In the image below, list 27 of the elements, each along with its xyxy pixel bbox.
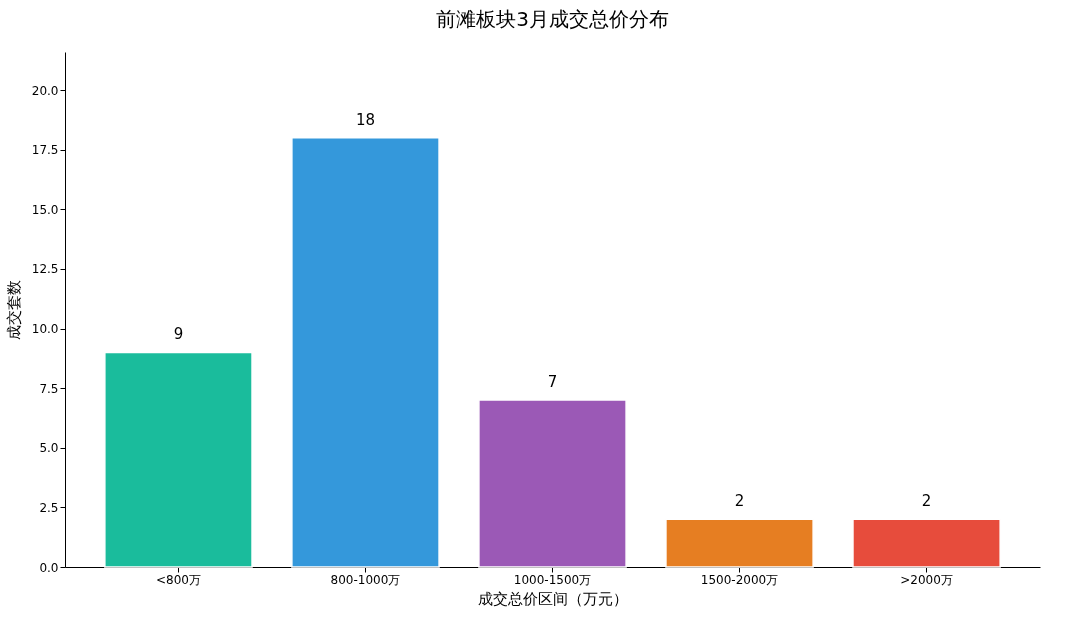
y-tick-label: 12.5 — [31, 262, 59, 277]
data-label: 2 — [734, 492, 745, 511]
y-tick-label: 10.0 — [31, 322, 59, 337]
y-tick-label: 0.0 — [39, 560, 59, 575]
y-tick-label: 5.0 — [39, 441, 59, 456]
bar — [665, 518, 814, 568]
data-label: 18 — [355, 110, 376, 129]
x-tick-label: 800-1000万 — [330, 572, 401, 587]
x-tick-label: 1500-2000万 — [700, 572, 779, 587]
bar — [291, 137, 440, 568]
y-tick-label: 15.0 — [31, 202, 59, 217]
data-label: 2 — [921, 492, 932, 511]
y-axis-title: 成交套数 — [4, 280, 23, 340]
x-axis-title: 成交总价区间（万元） — [478, 589, 628, 608]
x-tick-label: 1000-1500万 — [513, 572, 592, 587]
bar — [478, 399, 627, 568]
y-tick-label: 17.5 — [31, 143, 59, 158]
x-tick-label: <800万 — [155, 572, 201, 587]
y-tick-label: 2.5 — [39, 500, 59, 515]
bar — [852, 518, 1001, 568]
data-label: 7 — [547, 373, 558, 392]
y-tick-label: 20.0 — [31, 83, 59, 98]
x-tick-label: >2000万 — [900, 572, 953, 587]
y-tick-label: 7.5 — [39, 381, 59, 396]
chart-title: 前滩板块3月成交总价分布 — [436, 7, 669, 31]
data-label: 9 — [173, 325, 184, 344]
bar — [104, 351, 253, 568]
